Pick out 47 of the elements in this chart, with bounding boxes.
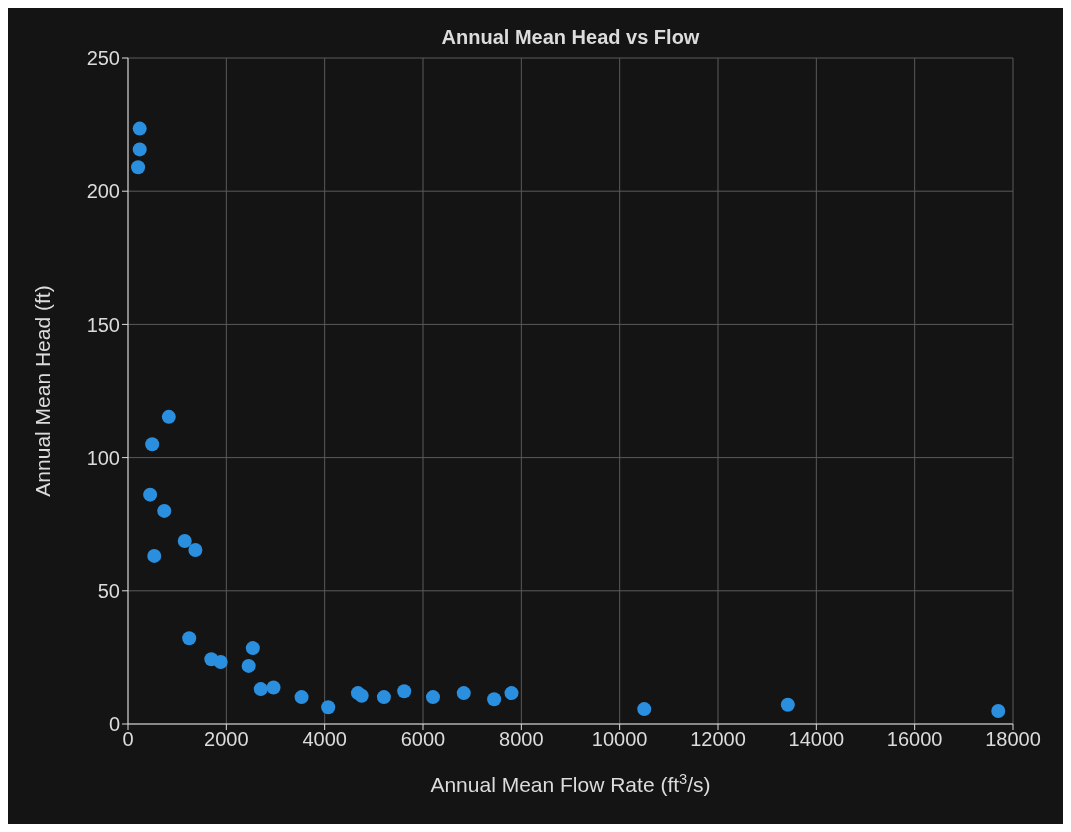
point	[487, 692, 502, 707]
x-tick-label: 6000	[400, 728, 446, 751]
point	[131, 160, 146, 175]
point	[157, 503, 172, 518]
point	[132, 142, 147, 157]
point	[161, 409, 176, 424]
x-tick-label: 8000	[499, 728, 544, 751]
point	[637, 702, 652, 717]
point	[397, 684, 412, 699]
point	[188, 543, 203, 558]
point	[321, 700, 336, 715]
point	[132, 121, 147, 136]
chart-title: Annual Mean Head vs Flow	[441, 26, 700, 48]
point	[504, 686, 519, 701]
point	[177, 533, 192, 548]
x-tick-label: 18000	[985, 728, 1041, 751]
point	[241, 658, 256, 673]
point	[294, 690, 309, 705]
point	[780, 697, 795, 712]
y-tick-label: 0	[108, 713, 120, 736]
point	[182, 631, 197, 646]
point	[147, 548, 162, 563]
x-tick-label: 16000	[886, 728, 943, 751]
y-tick-label: 150	[86, 313, 120, 336]
point	[213, 654, 228, 669]
x-tick-label: 0	[122, 728, 134, 751]
point	[425, 690, 440, 705]
x-tick-label: 12000	[690, 728, 746, 751]
point	[456, 686, 471, 701]
x-tick-label: 14000	[788, 728, 845, 751]
point	[145, 437, 160, 452]
y-tick-label: 50	[97, 579, 120, 602]
x-tick-label: 10000	[591, 728, 648, 751]
point	[376, 690, 391, 705]
y-tick-label: 200	[86, 180, 120, 203]
x-axis-title: Annual Mean Flow Rate (ft$^{3}$/s)	[430, 771, 711, 796]
point	[266, 680, 281, 695]
x-tick-label: 4000	[302, 728, 347, 751]
point	[143, 487, 158, 502]
y-tick-label: 100	[86, 446, 120, 469]
point	[253, 682, 268, 697]
y-axis-title: Annual Mean Head (ft)	[31, 285, 54, 497]
y-tick-label: 250	[86, 47, 120, 70]
point	[245, 641, 260, 656]
x-tick-label: 2000	[204, 728, 249, 751]
point	[354, 688, 369, 703]
point	[991, 703, 1006, 718]
